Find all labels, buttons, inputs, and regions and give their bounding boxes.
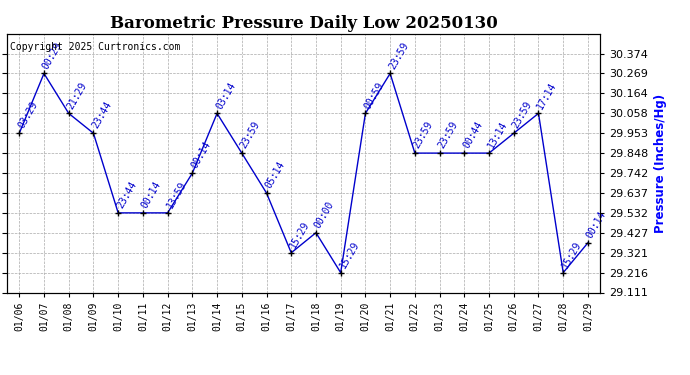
Text: 00:59: 00:59: [362, 80, 386, 111]
Text: 13:14: 13:14: [486, 120, 509, 150]
Text: 03:29: 03:29: [16, 100, 39, 130]
Title: Barometric Pressure Daily Low 20250130: Barometric Pressure Daily Low 20250130: [110, 15, 497, 32]
Text: 00:14: 00:14: [140, 180, 163, 210]
Text: 23:59: 23:59: [239, 120, 262, 150]
Text: 13:59: 13:59: [164, 180, 188, 210]
Text: 00:44: 00:44: [461, 120, 484, 150]
Text: 21:29: 21:29: [66, 80, 89, 111]
Text: 00:14: 00:14: [189, 140, 213, 170]
Text: 00:29: 00:29: [41, 40, 64, 71]
Text: 17:14: 17:14: [535, 80, 559, 111]
Text: 23:44: 23:44: [90, 100, 114, 130]
Text: 05:14: 05:14: [264, 160, 287, 190]
Text: 23:59: 23:59: [412, 120, 435, 150]
Text: 15:29: 15:29: [337, 239, 361, 270]
Y-axis label: Pressure (Inches/Hg): Pressure (Inches/Hg): [654, 94, 667, 232]
Text: 15:29: 15:29: [560, 239, 584, 270]
Text: 23:59: 23:59: [387, 40, 411, 71]
Text: 23:59: 23:59: [437, 120, 460, 150]
Text: 03:14: 03:14: [214, 80, 237, 111]
Text: 15:29: 15:29: [288, 219, 311, 250]
Text: 23:59: 23:59: [511, 100, 534, 130]
Text: 00:00: 00:00: [313, 200, 336, 230]
Text: 23:44: 23:44: [115, 180, 139, 210]
Text: 00:14: 00:14: [585, 210, 608, 240]
Text: Copyright 2025 Curtronics.com: Copyright 2025 Curtronics.com: [10, 42, 180, 51]
